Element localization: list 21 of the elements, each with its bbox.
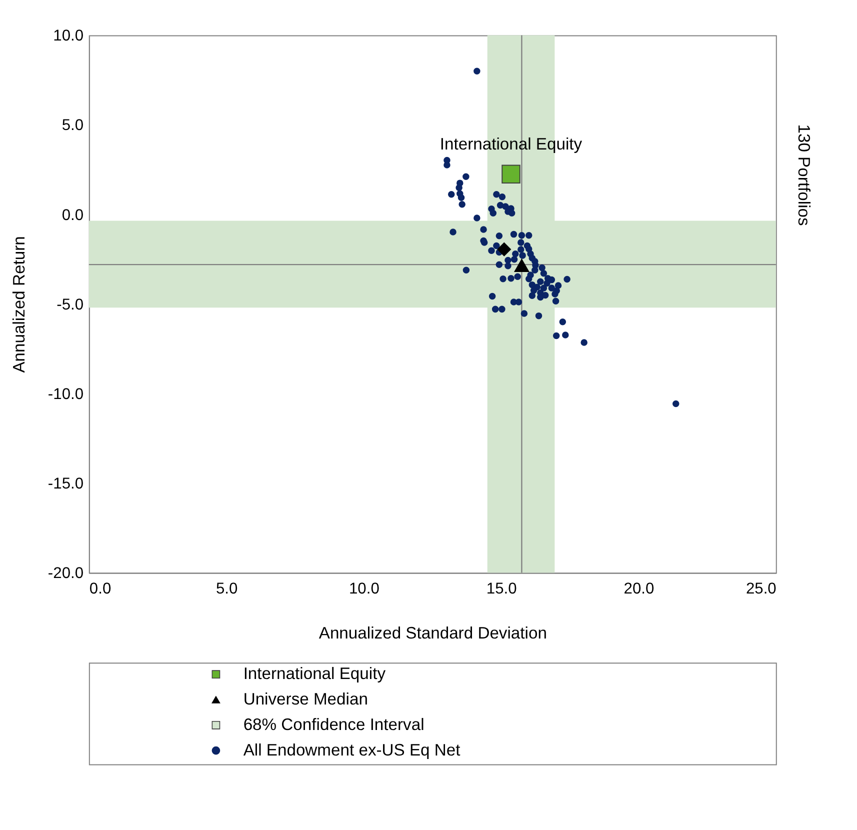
y2-axis-title: 130 Portfolios <box>794 124 814 226</box>
x-tick-label: 10.0 <box>348 580 380 598</box>
y-tick-label: 5.0 <box>62 117 84 134</box>
x-tick-label: 5.0 <box>216 580 238 598</box>
x-tick-label: 25.0 <box>746 580 777 598</box>
legend-label: International Equity <box>243 664 386 684</box>
x-axis-title: Annualized Standard Deviation <box>318 624 547 643</box>
legend-label: All Endowment ex-US Eq Net <box>243 740 461 760</box>
y-tick-label: 0.0 <box>62 206 84 224</box>
y-tick-label: -10.0 <box>48 386 84 403</box>
y-axis-title: Annualized Return <box>9 236 28 373</box>
x-tick-label: 20.0 <box>624 580 654 598</box>
legend-label: 68% Confidence Interval <box>243 715 424 734</box>
x-tick-label: 0.0 <box>89 580 112 598</box>
y-tick-label: -15.0 <box>48 476 84 493</box>
x-tick-label: 15.0 <box>486 580 518 598</box>
y-tick-label: -20.0 <box>48 565 84 582</box>
y-tick-label: 10.0 <box>53 28 84 45</box>
y-tick-label: -5.0 <box>56 296 84 314</box>
legend-label: Universe Median <box>243 690 368 709</box>
annotation: International Equity <box>440 134 583 154</box>
